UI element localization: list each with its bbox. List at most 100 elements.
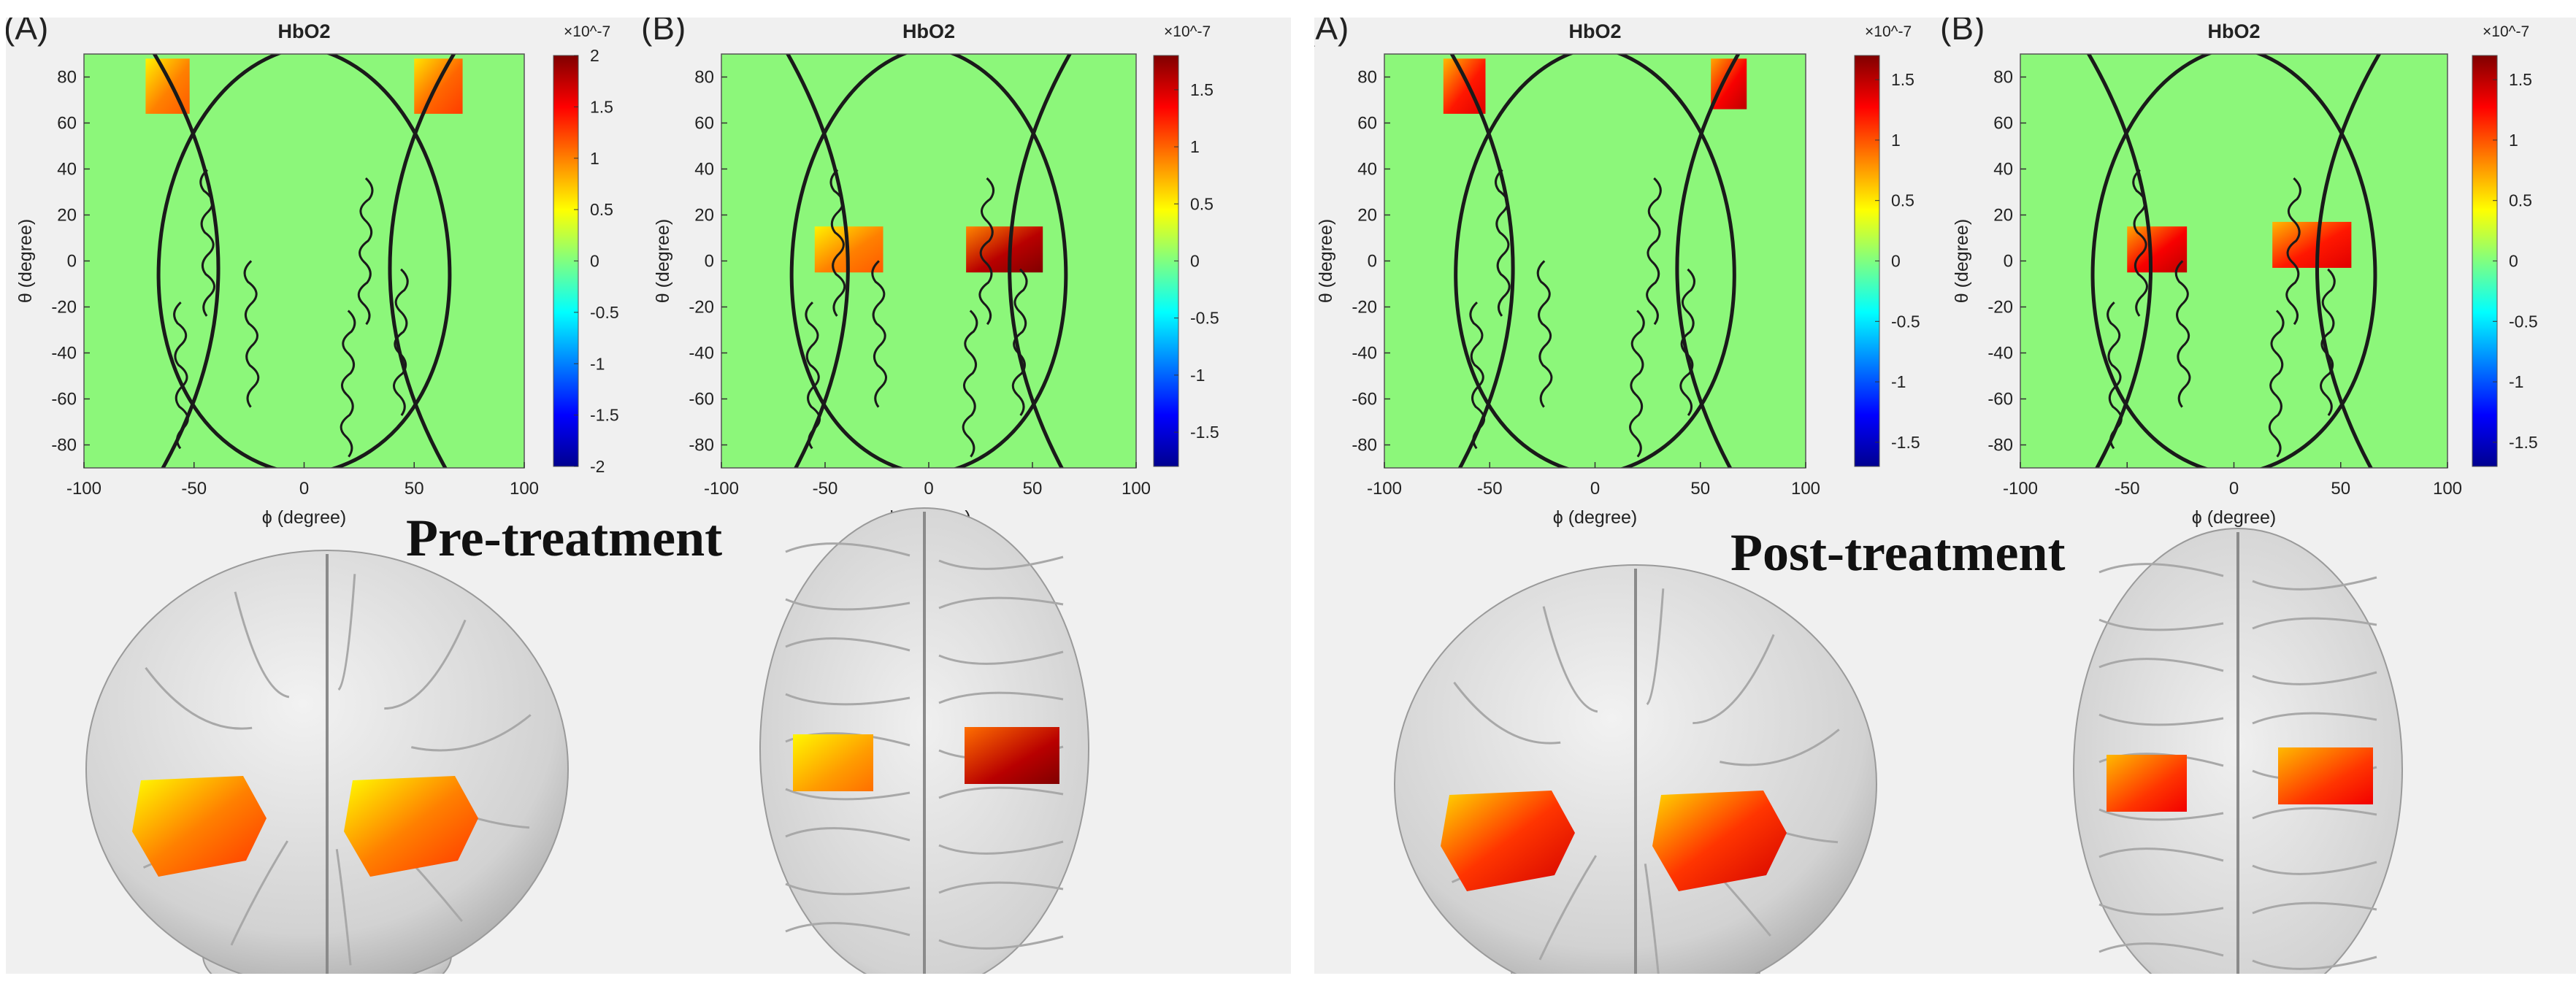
post-a-colorbar-tick-label: 1.5: [1891, 70, 1914, 89]
post-a-colorbar-tick-label: -0.5: [1891, 312, 1920, 331]
pre-a-xlabel: ϕ (degree): [262, 507, 346, 528]
post-b-xtick-label: -50: [2115, 479, 2140, 499]
pre-a-sulcus-5: [393, 268, 409, 416]
pre-brain-top-gyrus: [938, 596, 1064, 610]
pre-a-xtick-label: -100: [66, 479, 101, 499]
pre-a-contour-right: [325, 54, 452, 468]
post-b-plot-content: [2086, 54, 2382, 468]
post-a-ytick-label: 80: [1357, 68, 1377, 88]
post-b-xtick-label: 0: [2229, 479, 2239, 499]
pre-a-colorbar-multiplier: ×10^-7: [564, 23, 610, 40]
post-b-panel-label: (B): [1940, 18, 1985, 47]
post-brain-top-gyrus: [2252, 807, 2377, 820]
pre-a-ytick-label: 0: [67, 252, 77, 272]
post-brain-top-gyrus: [2098, 563, 2224, 577]
pre-brain-top: [759, 507, 1089, 974]
post-a-sulcus-4: [1646, 177, 1662, 326]
pre-brain-frontal-gyrus: [411, 714, 532, 752]
pre-b-colorbar-tick-label: 0.5: [1190, 194, 1214, 213]
post-b-sulcus-3: [2107, 301, 2123, 450]
post-b-contour-left: [2090, 54, 2214, 468]
post-brain-frontal-patch-right: [1652, 791, 1787, 891]
post-brain-top-gyrus: [2252, 617, 2377, 630]
post-a-ytick-label: -80: [1352, 436, 1377, 455]
pre-brain-top-gyrus: [785, 693, 911, 706]
pre-a-plot-content: [145, 54, 463, 468]
pre-a-ytick-label: 60: [57, 114, 77, 134]
pre-a-colorbar-tick-label: -0.5: [590, 303, 619, 322]
pre-brain-top-gyrus: [938, 840, 1064, 855]
post-b-colorbar-tick-label: 1.5: [2509, 70, 2532, 89]
post-b-meridian-right: [2315, 54, 2382, 468]
pre-a-colorbar-tick-label: 0.5: [590, 200, 613, 219]
post-b-ytick-label: 0: [2004, 252, 2013, 272]
pre-a-xtick-label: 50: [405, 479, 424, 499]
pre-a-ytick-label: 20: [57, 206, 77, 226]
pre-brain-top-gyrus: [938, 881, 1064, 894]
post-b-xtick-label: 100: [2433, 479, 2462, 499]
pre-a-colorbar-tick-label: 0: [590, 252, 599, 271]
post-b-xlabel: ϕ (degree): [2192, 507, 2276, 528]
post-b-ytick-label: -60: [1987, 390, 2013, 410]
pre-brain-frontal: [85, 550, 569, 974]
pre-b-ytick-label: -60: [689, 390, 714, 410]
pre-a-colorbar-tick-label: 2: [590, 46, 599, 65]
pre-a-sulcus-1: [199, 169, 215, 317]
pre-a-sulcus-4: [357, 177, 374, 326]
pre-a-plot-area: [84, 54, 524, 468]
pre-brain-top-gyrus: [938, 650, 1064, 665]
post-a-colorbar-tick-label: 0: [1891, 252, 1901, 271]
pre-b-xtick-label: -100: [704, 479, 739, 499]
post-b-xtick-label: 50: [2331, 479, 2350, 499]
post-brain-top-gyrus: [2252, 576, 2377, 591]
pre-brain-frontal-patch-right: [344, 776, 478, 877]
pre-a-sulcus-3: [173, 301, 189, 450]
post-a-ytick-label: 20: [1357, 206, 1377, 226]
post-a-contour-right: [1614, 54, 1736, 468]
post-b-ylabel: θ (degree): [1952, 219, 1972, 303]
pre-b-colorbar-multiplier: ×10^-7: [1164, 23, 1211, 40]
pre-brain-frontal-gyrus: [384, 619, 467, 710]
post-brain-top-gyrus: [2098, 942, 2224, 957]
pre-a-xtick-label: -50: [181, 479, 207, 499]
post-a-xtick-label: -100: [1367, 479, 1402, 499]
post-b-colorbar-tick-label: 0.5: [2509, 191, 2532, 210]
pre-b-xtick-label: 50: [1023, 479, 1043, 499]
post-b-xtick-label: -100: [2003, 479, 2038, 499]
post-brain-top-gyrus: [2098, 808, 2224, 821]
post-b-colorbar-tick-label: -1: [2509, 372, 2523, 391]
post-a-ytick-label: 0: [1368, 252, 1377, 272]
post-b-heatmap: (B) HbO2 -100 -50 0 50 100 ϕ (degree) 80 60 40 20 0 -…: [1940, 18, 2538, 528]
post-b-activation-1: [2127, 226, 2188, 273]
pre-a-meridian-left: [152, 54, 221, 468]
post-brain-top-gyrus: [2252, 671, 2377, 685]
pre-b-colorbar-tick-label: 1.5: [1190, 80, 1214, 99]
post-brain-top-patch-left: [2107, 755, 2187, 812]
post-a-sulcus-3: [1469, 301, 1486, 450]
pre-b-contour-left: [789, 54, 910, 468]
pre-brain-top-gyrus: [785, 827, 911, 842]
pre-b-sulcus-3: [805, 301, 821, 450]
pre-brain-top-gyrus: [785, 542, 911, 557]
post-a-plot-area: [1384, 54, 1806, 468]
pre-b-ylabel: θ (degree): [653, 219, 673, 303]
post-b-sulcus-5: [2320, 268, 2336, 416]
post-b-colorbar-tick-label: -1.5: [2509, 433, 2538, 452]
post-b-meridian-left: [2086, 54, 2153, 468]
pre-a-panel-label: (A): [6, 18, 48, 47]
post-brain-top-gyrus: [2098, 658, 2224, 672]
post-a-xtick-label: -50: [1477, 479, 1503, 499]
post-a-sulcus-2: [1536, 260, 1553, 408]
pre-a-meridian-right: [388, 54, 456, 468]
post-b-sulcus-4: [2285, 177, 2301, 326]
pre-b-ytick-label: 80: [694, 68, 714, 88]
pre-b-activation-2: [966, 226, 1043, 273]
pre-b-colorbar-tick-label: -1.5: [1190, 423, 1219, 442]
post-brain-top-gyrus: [2098, 847, 2224, 862]
pre-a-ytick-label: 80: [57, 68, 77, 88]
post-brain-top: [2073, 528, 2403, 974]
pre-a-ylabel: θ (degree): [15, 219, 36, 303]
